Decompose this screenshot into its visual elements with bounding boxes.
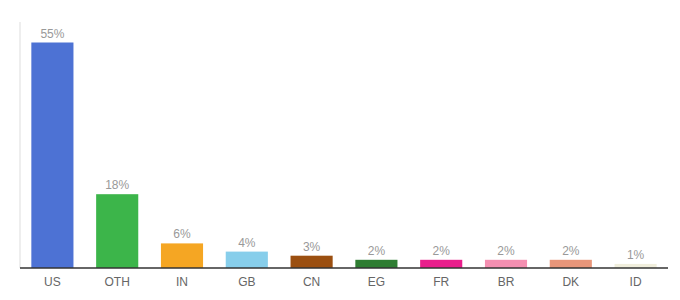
data-label: 3% [303, 240, 321, 254]
data-label: 2% [497, 244, 515, 258]
bar [550, 260, 592, 268]
data-label: 18% [105, 178, 129, 192]
x-tick-label: GB [238, 275, 255, 289]
bar [420, 260, 462, 268]
data-label: 1% [627, 248, 645, 262]
x-tick-label: EG [368, 275, 385, 289]
x-tick-label: FR [433, 275, 449, 289]
bar [291, 256, 333, 268]
y-axis-line [20, 22, 21, 268]
x-tick-label: OTH [105, 275, 130, 289]
x-tick-label: BR [498, 275, 515, 289]
x-tick-label: US [44, 275, 61, 289]
x-axis-line [20, 267, 668, 269]
chart: US OTH IN GB CN EG FR BR DK ID 55% 18% 6% 4% 3% 2% 2% 2% 2… [0, 0, 680, 300]
x-tick-label: DK [562, 275, 579, 289]
data-label: 2% [562, 244, 580, 258]
data-label: 4% [238, 236, 256, 250]
bar [485, 260, 527, 268]
data-label: 55% [40, 27, 64, 41]
bar [355, 260, 397, 268]
data-label: 6% [173, 227, 191, 241]
data-label: 2% [368, 244, 386, 258]
x-tick-label: ID [630, 275, 642, 289]
x-tick-label: IN [176, 275, 188, 289]
bar [161, 243, 203, 268]
bar [96, 194, 138, 268]
bar [226, 252, 268, 268]
bars [31, 43, 656, 269]
data-label: 2% [433, 244, 451, 258]
x-tick-label: CN [303, 275, 320, 289]
bar [31, 43, 73, 269]
